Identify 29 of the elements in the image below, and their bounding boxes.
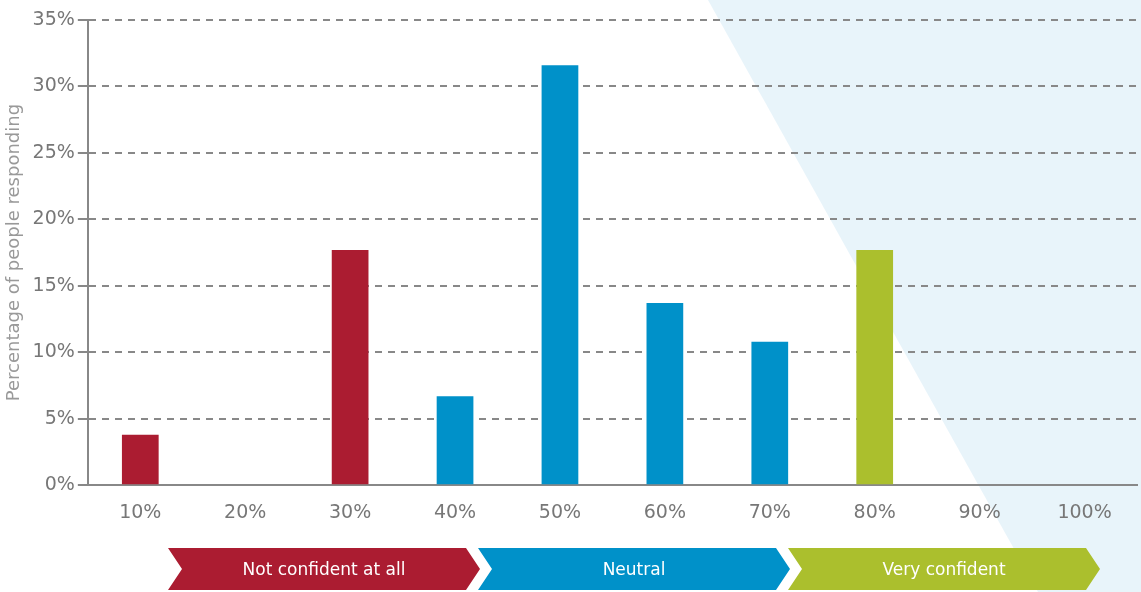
x-tick-label: 20% [224,499,267,522]
x-tick-label: 60% [643,499,686,522]
x-tick-label: 90% [958,499,1001,522]
y-tick-label: 10% [32,339,75,362]
y-tick-label: 30% [32,73,75,96]
x-tick-label: 100% [1057,499,1112,522]
bar [856,249,894,485]
bar [541,65,579,485]
y-tick-label: 35% [32,6,75,29]
x-tick-label: 30% [329,499,372,522]
bar [646,303,684,485]
y-axis-title: Percentage of people responding [2,103,24,402]
text: Not confident at all [241,559,407,579]
bar [121,434,159,485]
x-tick-label: 40% [433,499,477,522]
y-tick-label: 5% [44,405,75,428]
y-tick-label: 25% [32,139,75,162]
x-tick-label: 70% [748,499,791,522]
bar [331,249,369,485]
y-tick-label: 0% [44,472,75,495]
x-tick-label: 80% [853,499,896,522]
text: Very confident [881,559,1007,579]
y-tick-label: 20% [32,206,75,229]
text: Neutral [601,559,667,579]
bar [751,341,789,485]
y-tick-label: 15% [32,272,75,295]
x-tick-label: 50% [538,499,582,522]
bar [436,396,474,485]
x-tick-label: 10% [119,499,162,522]
